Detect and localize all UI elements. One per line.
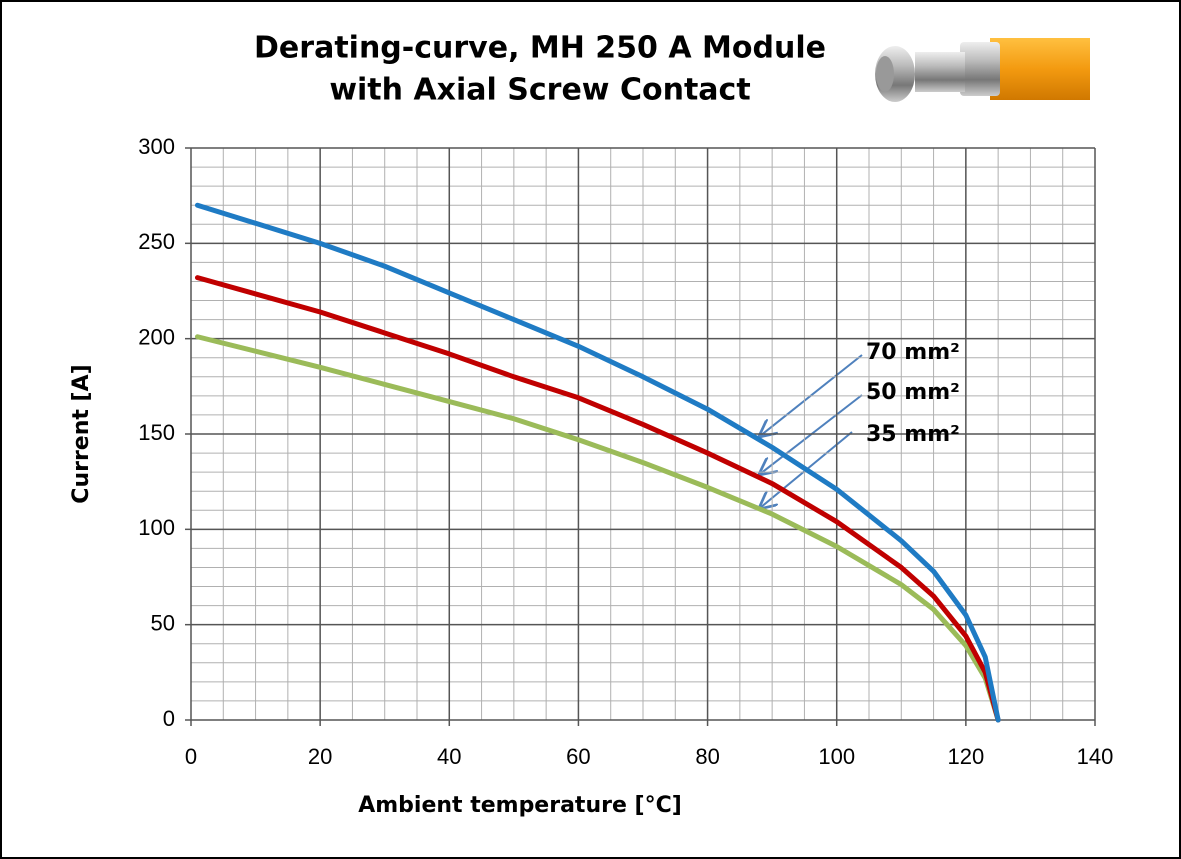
x-tick-label: 140 (1077, 744, 1114, 769)
y-tick-label: 300 (138, 134, 175, 159)
x-tick-label: 100 (818, 744, 855, 769)
series-label: 70 mm² (866, 340, 960, 365)
x-tick-label: 60 (566, 744, 590, 769)
series-label: 35 mm² (866, 422, 960, 447)
x-tick-label: 0 (185, 744, 197, 769)
product-image (875, 38, 1090, 102)
chart-title: Derating-curve, MH 250 A Module (254, 31, 826, 66)
y-tick-label: 50 (151, 610, 175, 635)
x-tick-label: 20 (308, 744, 332, 769)
x-tick-label: 40 (437, 744, 461, 769)
y-tick-label: 100 (138, 515, 175, 540)
x-tick-label: 80 (695, 744, 719, 769)
y-tick-label: 150 (138, 420, 175, 445)
y-tick-label: 250 (138, 229, 175, 254)
series-line (194, 334, 1001, 723)
y-tick-label: 200 (138, 324, 175, 349)
series-line (194, 202, 1001, 723)
series-line (194, 275, 1001, 723)
series-label: 50 mm² (866, 380, 960, 405)
chart-subtitle: with Axial Screw Contact (329, 73, 750, 108)
x-tick-label: 120 (947, 744, 984, 769)
x-axis-title: Ambient temperature [°C] (358, 793, 682, 818)
y-tick-label: 0 (163, 706, 175, 731)
y-axis-title: Current [A] (69, 364, 94, 503)
